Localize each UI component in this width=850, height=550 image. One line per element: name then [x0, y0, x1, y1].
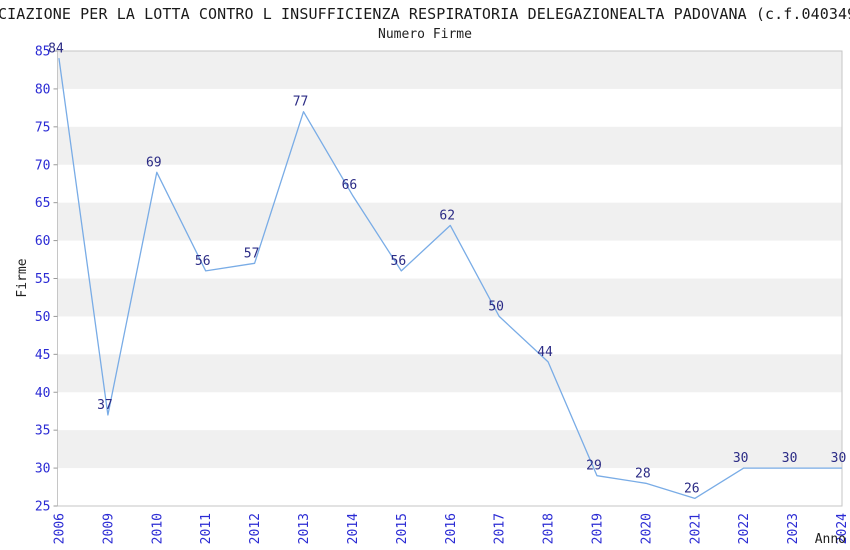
- data-point-label: 30: [831, 451, 847, 466]
- x-axis-tick-label: 2022: [737, 513, 752, 544]
- chart-subtitle: Numero Firme: [378, 27, 472, 42]
- data-point-label: 84: [48, 42, 64, 57]
- x-axis-tick-label: 2013: [297, 513, 312, 544]
- y-axis-tick-label: 85: [35, 45, 51, 60]
- y-axis-title: Firme: [15, 258, 30, 297]
- data-point-label: 66: [342, 178, 358, 193]
- x-axis-tick-label: 2021: [688, 513, 703, 544]
- data-point-label: 30: [733, 451, 749, 466]
- x-axis-tick-label: 2010: [150, 513, 165, 544]
- y-axis-tick-label: 60: [35, 234, 51, 249]
- x-axis-tick-label: 2006: [53, 513, 68, 544]
- plot-band: [57, 278, 842, 317]
- x-axis-tick-label: 2020: [639, 513, 654, 544]
- plot-band: [57, 51, 842, 89]
- x-axis-tick-label: 2012: [248, 513, 263, 544]
- data-point-label: 69: [146, 155, 162, 170]
- x-axis-tick-label: 2014: [346, 513, 361, 544]
- data-point-label: 56: [391, 254, 407, 269]
- x-axis-tick-label: 2018: [542, 513, 557, 544]
- y-axis-tick-label: 30: [35, 462, 51, 477]
- data-point-label: 56: [195, 254, 211, 269]
- series-line: [58, 57, 843, 500]
- y-axis-tick-label: 70: [35, 158, 51, 173]
- data-point-label: 77: [293, 95, 309, 110]
- plot-band: [57, 354, 842, 393]
- data-point-label: 57: [244, 246, 260, 261]
- x-axis-title: Anno: [815, 532, 846, 547]
- x-axis-tick-label: 2017: [493, 513, 508, 544]
- y-axis-tick-label: 50: [35, 310, 51, 325]
- data-point-label: 26: [684, 481, 700, 496]
- data-point-label: 29: [586, 459, 602, 474]
- x-axis-tick-label: 2016: [444, 513, 459, 544]
- plot-area-group: 25 30 35 40 45 50 55 60 65 70 75 80 85 2006 2009 2010 20…: [35, 42, 850, 545]
- data-point-label: 37: [97, 398, 113, 413]
- y-axis-tick-label: 25: [35, 500, 51, 515]
- x-axis-tick-label: 2011: [199, 513, 214, 544]
- plot-band: [57, 430, 842, 469]
- y-axis-tick-label: 75: [35, 120, 51, 135]
- x-axis-tick-label: 2023: [786, 513, 801, 544]
- data-point-label: 28: [635, 466, 651, 481]
- y-axis-tick-label: 45: [35, 348, 51, 363]
- y-axis-tick-label: 35: [35, 424, 51, 439]
- y-axis-tick-label: 65: [35, 196, 51, 211]
- x-axis-tick-label: 2019: [590, 513, 605, 544]
- y-axis-tick-label: 55: [35, 272, 51, 287]
- data-point-label: 30: [782, 451, 798, 466]
- chart-title: CIAZIONE PER LA LOTTA CONTRO L INSUFFICI…: [0, 6, 850, 23]
- y-axis-tick-label: 40: [35, 386, 51, 401]
- data-point-label: 50: [488, 299, 504, 314]
- x-axis-tick-label: 2024: [835, 513, 850, 544]
- y-axis-tick-label: 80: [35, 82, 51, 97]
- x-axis-tick-label: 2015: [395, 513, 410, 544]
- data-point-label: 62: [439, 208, 455, 223]
- x-axis-tick-label: 2009: [101, 513, 116, 544]
- data-point-label: 44: [537, 345, 553, 360]
- plot-band: [57, 126, 842, 165]
